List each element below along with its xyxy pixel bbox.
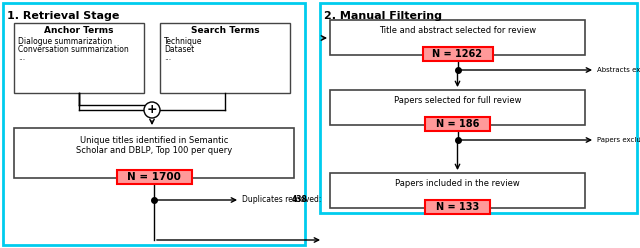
Text: Duplicates removed:: Duplicates removed: [242,195,324,205]
Text: Search Terms: Search Terms [191,26,259,35]
Text: Abstracts excluded:: Abstracts excluded: [597,67,640,73]
Text: Papers selected for full review: Papers selected for full review [394,96,521,105]
Text: N = 133: N = 133 [436,202,479,212]
Bar [330,90,585,125]
Text: +: + [147,103,157,116]
Text: Technique: Technique [164,37,202,46]
Circle shape [144,102,160,118]
Text: Conversation summarization: Conversation summarization [18,45,129,54]
Text: Anchor Terms: Anchor Terms [44,26,114,35]
Text: Dataset: Dataset [164,45,195,54]
Text: Title and abstract selected for review: Title and abstract selected for review [379,26,536,35]
Bar [425,117,490,131]
Bar [425,200,490,214]
Bar [422,47,493,61]
Text: 1. Retrieval Stage: 1. Retrieval Stage [7,11,120,21]
Bar [14,23,144,93]
Bar [330,173,585,208]
Text: 2. Manual Filtering: 2. Manual Filtering [324,11,442,21]
Text: ...: ... [164,53,171,62]
Bar [3,3,305,245]
Bar [330,20,585,55]
Text: 438: 438 [292,195,308,205]
Text: Papers included in the review: Papers included in the review [395,179,520,188]
Text: N = 186: N = 186 [436,119,479,129]
Text: N = 1262: N = 1262 [433,49,483,59]
Bar [160,23,290,93]
Text: 53: 53 [639,137,640,143]
Bar [116,170,191,184]
Text: Dialogue summarization: Dialogue summarization [18,37,112,46]
Text: Unique titles identified in Semantic
Scholar and DBLP, Top 100 per query: Unique titles identified in Semantic Sch… [76,136,232,155]
Text: N = 1700: N = 1700 [127,172,181,182]
Text: Papers excluded:: Papers excluded: [597,137,640,143]
Bar [320,3,637,213]
Bar [14,128,294,178]
Text: ...: ... [18,53,25,62]
